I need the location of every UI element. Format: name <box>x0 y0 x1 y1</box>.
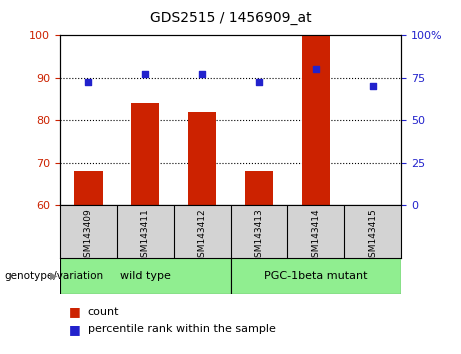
Point <box>369 84 376 89</box>
Point <box>198 71 206 76</box>
Point <box>312 67 319 72</box>
Text: count: count <box>88 307 119 316</box>
Text: wild type: wild type <box>120 271 171 281</box>
Point <box>142 71 149 76</box>
Point <box>255 79 263 85</box>
Bar <box>60 258 230 294</box>
Bar <box>301 35 330 205</box>
Text: genotype/variation: genotype/variation <box>5 271 104 281</box>
Text: GSM143415: GSM143415 <box>368 208 377 263</box>
Bar <box>131 103 160 205</box>
Bar <box>230 258 401 294</box>
Bar <box>245 171 273 205</box>
Bar <box>74 171 102 205</box>
Text: GDS2515 / 1456909_at: GDS2515 / 1456909_at <box>150 11 311 25</box>
Text: GSM143413: GSM143413 <box>254 208 263 263</box>
Text: GSM143412: GSM143412 <box>198 208 207 263</box>
Text: GSM143414: GSM143414 <box>311 208 320 263</box>
Text: GSM143409: GSM143409 <box>84 208 93 263</box>
Text: ■: ■ <box>69 305 81 318</box>
Bar <box>188 112 216 205</box>
Point <box>85 79 92 85</box>
Text: percentile rank within the sample: percentile rank within the sample <box>88 324 276 334</box>
Text: ■: ■ <box>69 323 81 336</box>
Text: GSM143411: GSM143411 <box>141 208 150 263</box>
Text: PGC-1beta mutant: PGC-1beta mutant <box>264 271 367 281</box>
Text: ▶: ▶ <box>50 271 58 281</box>
